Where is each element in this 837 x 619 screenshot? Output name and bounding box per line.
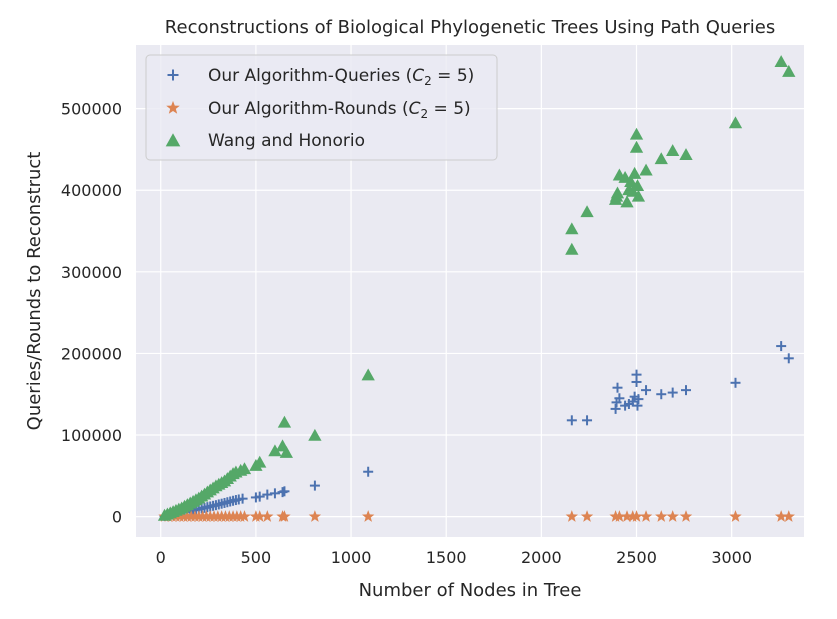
legend-entry-wang: Wang and Honorio <box>165 131 365 151</box>
plus-point <box>681 385 692 396</box>
y-tick-label: 500000 <box>61 100 122 119</box>
x-tick-label: 1000 <box>331 548 372 567</box>
plus-point <box>633 394 644 405</box>
plus-point <box>614 393 625 404</box>
triangle-point <box>565 222 579 235</box>
y-axis-label: Queries/Rounds to Reconstruct <box>24 152 45 431</box>
legend-plus-marker <box>167 69 179 81</box>
star-point <box>261 510 274 522</box>
triangle-point <box>728 116 743 129</box>
triangle-point <box>308 428 322 441</box>
plus-point <box>631 369 642 380</box>
legend-entry-rounds: Our Algorithm-Rounds (C2 = 5) <box>166 99 471 121</box>
star-point <box>362 510 375 522</box>
star-point <box>580 510 594 522</box>
plus-point <box>566 415 577 426</box>
x-tick-label: 0 <box>156 548 166 567</box>
legend-label-queries: Our Algorithm-Queries (C2 = 5) <box>208 66 474 88</box>
x-tick-label: 1500 <box>426 548 467 567</box>
plus-point <box>262 489 273 500</box>
y-tick-label: 300000 <box>61 263 122 282</box>
triangle-point <box>679 148 693 161</box>
triangle-point <box>610 186 625 199</box>
chart-title: Reconstructions of Biological Phylogenet… <box>165 17 775 38</box>
legend-entry-queries: Our Algorithm-Queries (C2 = 5) <box>167 66 474 88</box>
star-point <box>565 510 578 522</box>
x-tick-label: 2000 <box>521 548 562 567</box>
triangle-point <box>627 166 642 179</box>
legend-triangle-symbol <box>165 133 181 147</box>
plus-point <box>783 353 794 364</box>
star-point <box>679 510 693 522</box>
star-point <box>655 510 668 522</box>
plus-point <box>279 486 290 497</box>
plus-point <box>269 488 280 499</box>
plus-point <box>730 377 741 388</box>
triangle-point <box>624 175 638 187</box>
legend-plus-symbol <box>167 69 179 81</box>
y-tick-label: 0 <box>112 508 122 527</box>
star-point <box>613 510 626 522</box>
triangle-point <box>666 144 680 156</box>
triangle-point <box>253 455 267 468</box>
legend: Our Algorithm-Queries (C2 = 5) Our Algor… <box>145 54 498 161</box>
y-tick-label: 400000 <box>61 181 122 200</box>
triangle-point <box>279 445 293 458</box>
star-point <box>620 510 634 522</box>
star-point <box>729 510 742 522</box>
x-axis-label: Number of Nodes in Tree <box>359 580 582 601</box>
plus-point <box>656 389 667 400</box>
legend-box <box>145 54 498 161</box>
x-tick-label: 3000 <box>711 548 752 567</box>
series-triangle <box>157 55 796 521</box>
triangle-point <box>237 462 252 475</box>
plus-point <box>776 341 787 352</box>
star-point <box>774 510 788 522</box>
legend-star-marker <box>166 100 180 114</box>
y-tick-label: 200000 <box>61 344 122 363</box>
plus-point <box>667 387 678 398</box>
legend-star-symbol <box>166 100 180 114</box>
triangle-point <box>654 152 668 165</box>
legend-label-rounds: Our Algorithm-Rounds (C2 = 5) <box>208 99 471 121</box>
plus-point <box>641 385 652 396</box>
plus-point <box>612 382 623 393</box>
legend-triangle-marker <box>165 133 181 147</box>
tick-labels: 0 500 1000 1500 2000 2500 3000 0 100000 200000 300… <box>61 100 752 567</box>
triangle-point <box>361 368 375 381</box>
star-point <box>639 510 653 522</box>
legend-label-wang: Wang and Honorio <box>208 131 365 151</box>
triangle-point <box>629 127 644 140</box>
triangle-point <box>268 444 282 457</box>
triangle-point <box>774 55 788 68</box>
plus-point <box>254 491 265 502</box>
star-point <box>782 510 795 522</box>
triangle-point <box>277 415 292 428</box>
star-point <box>278 510 291 522</box>
plus-point <box>309 480 320 491</box>
triangle-point <box>629 140 644 153</box>
series-star <box>158 510 795 522</box>
triangle-point <box>639 163 653 176</box>
triangle-point <box>620 195 634 208</box>
triangle-point <box>630 179 645 192</box>
triangle-point <box>782 64 796 77</box>
star-point <box>630 510 643 522</box>
star-point <box>238 510 251 522</box>
triangle-point <box>565 242 579 255</box>
triangle-point <box>580 205 594 218</box>
plus-point <box>582 415 593 426</box>
star-point <box>308 510 322 522</box>
star-point <box>253 510 266 522</box>
x-tick-label: 500 <box>241 548 272 567</box>
y-tick-label: 100000 <box>61 426 122 445</box>
plus-point <box>363 466 374 477</box>
plus-point <box>237 493 248 504</box>
triangle-point <box>631 189 646 202</box>
star-point <box>666 510 679 522</box>
x-tick-label: 2500 <box>616 548 657 567</box>
data-points <box>157 55 796 522</box>
